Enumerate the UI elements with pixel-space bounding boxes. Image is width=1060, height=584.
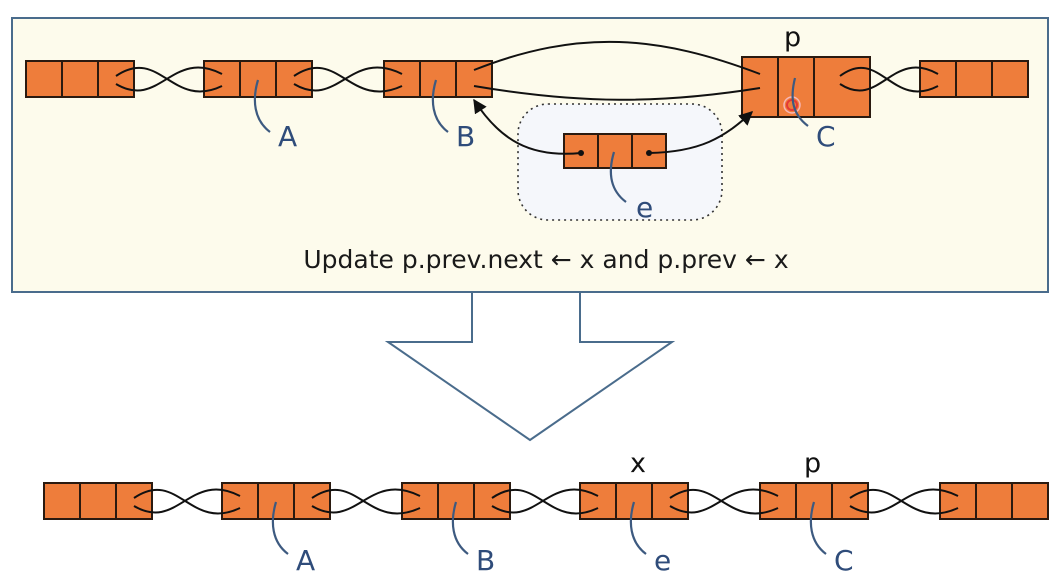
bottom-node-head [43,482,153,520]
top-link-c-b-prev [473,85,761,101]
top-node-e-next-dot [646,150,652,156]
bottom-node-c [759,482,869,520]
top-pointer-p: p [784,22,801,53]
bottom-node-a [221,482,331,520]
top-link-tail-c [839,66,939,92]
bottom-link-c-e [669,488,779,514]
top-link-b-a [293,66,403,92]
top-callout-b [431,79,449,133]
bottom-link-a-head [133,488,241,514]
bottom-node-b [401,482,511,520]
bottom-node-e [579,482,689,520]
bottom-pointer-p: p [804,448,821,479]
bottom-callout-e [629,501,647,555]
bottom-label-c: C [834,544,854,577]
top-node-b [383,60,493,98]
top-node-head [25,60,135,98]
top-node-new-e [563,133,667,169]
bottom-link-b-a [311,488,421,514]
bottom-label-b: B [476,544,495,577]
top-link-e-to-b [473,98,582,155]
top-node-c [741,56,871,118]
bottom-label-a: A [296,544,315,577]
top-node-e-prev-dot [578,150,584,156]
top-link-e-to-c [648,111,754,154]
top-link-a-head [115,66,223,92]
bottom-callout-b [451,501,469,555]
bottom-pointer-x: x [630,448,646,479]
top-callout-e [609,151,627,203]
top-label-a: A [278,120,297,153]
bottom-label-e: e [654,544,671,577]
top-caption: Update p.prev.next ← x and p.prev ← x [303,245,788,274]
bottom-link-e-b [491,488,599,514]
top-callout-a [253,79,271,133]
top-label-c: C [816,120,836,153]
top-node-tail [919,60,1029,98]
top-label-e: e [636,191,653,224]
top-node-a [203,60,313,98]
top-label-b: B [456,120,475,153]
bottom-link-tail-c [849,488,959,514]
top-link-b-c-next [473,40,761,75]
bottom-callout-c [809,501,827,555]
bottom-callout-a [271,501,289,555]
bottom-node-tail [939,482,1049,520]
top-callout-c [791,77,809,127]
transition-arrow [384,293,676,442]
